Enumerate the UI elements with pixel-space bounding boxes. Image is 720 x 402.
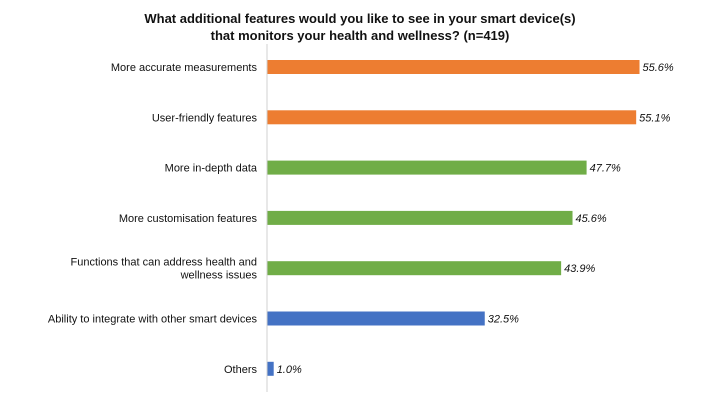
category-labels-group: More accurate measurements User-friendly … [48,62,258,376]
value-label-6: 1.0% [277,364,302,376]
bar-2 [267,160,587,175]
bar-5 [267,311,485,326]
bar-3 [267,210,573,225]
bars-group [267,60,640,376]
value-label-5: 32.5% [488,314,519,326]
bar-0 [267,60,640,74]
bar-6 [267,361,274,376]
category-label-2: More in-depth data [165,163,258,175]
value-label-1: 55.1% [639,112,670,124]
chart-title: What additional features would you like … [0,10,720,44]
value-label-4: 43.9% [564,263,595,275]
value-label-3: 45.6% [576,213,607,225]
category-label-1: User-friendly features [152,112,258,124]
category-label-4: Functions that can address health and wel… [70,257,257,282]
value-label-2: 47.7% [590,163,621,175]
chart-title-line-2: that monitors your health and wellness? … [210,28,510,43]
category-label-3: More customisation features [119,213,258,225]
chart-title-line-1: What additional features would you like … [144,11,576,26]
bar-4 [267,261,562,276]
category-label-6: Others [224,364,258,376]
bar-1 [267,110,637,125]
category-label-5: Ability to integrate with other smart de… [48,314,258,326]
value-labels-group: 55.6% 55.1% 47.7% 45.6% 43.9% 32.5% 1.0% [277,62,674,376]
category-label-0: More accurate measurements [111,62,258,74]
value-label-0: 55.6% [643,62,674,74]
